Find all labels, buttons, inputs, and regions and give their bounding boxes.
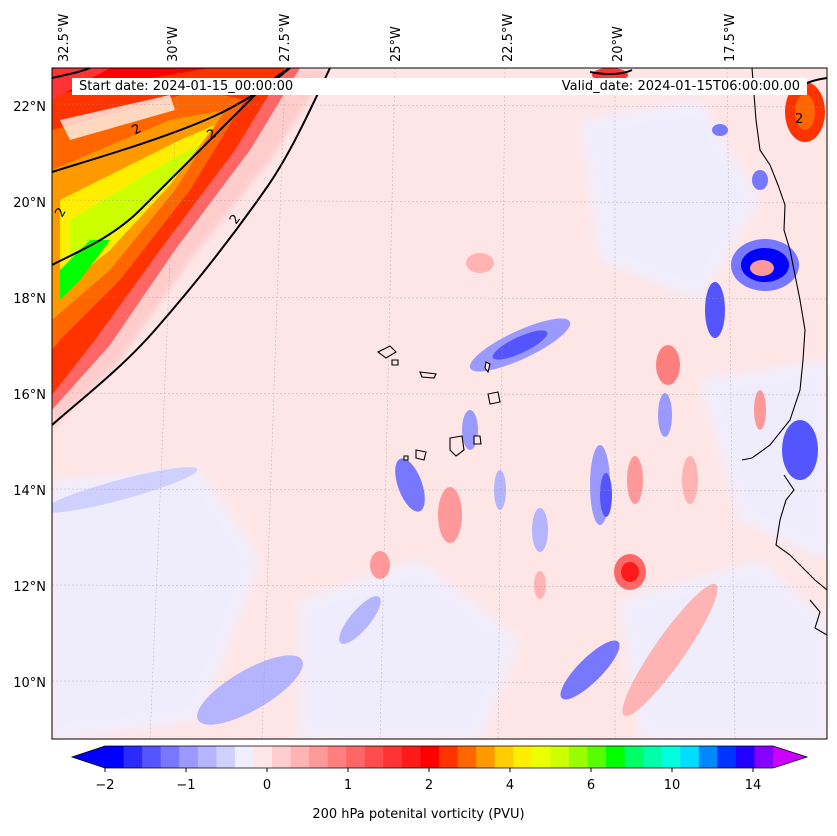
svg-text:10: 10 (664, 778, 681, 793)
colorbar-cell (531, 746, 551, 768)
colorbar-cell (309, 746, 329, 768)
svg-text:1: 1 (344, 778, 352, 793)
colorbar-cell (717, 746, 737, 768)
svg-text:2: 2 (425, 778, 433, 793)
svg-text:32.5°W: 32.5°W (57, 14, 72, 62)
colorbar-cell (735, 746, 755, 768)
colorbar-cell (123, 746, 143, 768)
svg-text:16°N: 16°N (13, 388, 46, 403)
colorbar-cell (568, 746, 588, 768)
colorbar-cell (643, 746, 663, 768)
coastline (741, 68, 827, 636)
svg-text:17.5°W: 17.5°W (723, 14, 738, 62)
colorbar-cell (142, 746, 162, 768)
colorbar-cell (290, 746, 310, 768)
svg-text:25°W: 25°W (389, 26, 404, 62)
colorbar-cell (457, 746, 477, 768)
colorbar-cell (513, 746, 533, 768)
svg-text:2: 2 (795, 112, 803, 127)
colorbar-cell (327, 746, 347, 768)
colorbar: −2 −1 0 1 2 4 6 10 14 (70, 745, 809, 793)
colorbar-cell (253, 746, 273, 768)
date-banner: Start date: 2024-01-15_00:00:00 Valid_da… (72, 78, 807, 95)
colorbar-label: 200 hPa potenital vorticity (PVU) (312, 807, 525, 822)
positive-pv-features (370, 68, 825, 717)
colorbar-cell (364, 746, 384, 768)
colorbar-cell (197, 746, 217, 768)
colorbar-cell (346, 746, 366, 768)
svg-text:6: 6 (587, 778, 595, 793)
jet-band (52, 68, 330, 430)
svg-text:20°N: 20°N (13, 196, 46, 211)
plot-frame (51, 67, 828, 740)
colorbar-cell (754, 746, 774, 768)
colorbar-cell (624, 746, 644, 768)
svg-text:0: 0 (263, 778, 271, 793)
colorbar-under-arrow (72, 746, 105, 768)
svg-text:14: 14 (745, 778, 762, 793)
latitude-labels: 22°N 20°N 18°N 16°N 14°N 12°N 10°N (13, 100, 46, 691)
colorbar-cell (160, 746, 180, 768)
colorbar-cell (401, 746, 421, 768)
svg-text:−2: −2 (95, 778, 114, 793)
valid-date: Valid_date: 2024-01-15T06:00:00.00 (561, 79, 800, 94)
graticule (52, 68, 827, 739)
colorbar-cell (383, 746, 403, 768)
longitude-labels: 32.5°W 30°W 27.5°W 25°W 22.5°W 20°W 17.5… (57, 14, 738, 62)
colorbar-cell (420, 746, 440, 768)
colorbar-tick-labels: −2 −1 0 1 2 4 6 10 14 (95, 778, 761, 793)
colorbar-cell (234, 746, 254, 768)
svg-text:20°W: 20°W (611, 26, 626, 62)
colorbar-cell (476, 746, 496, 768)
svg-text:12°N: 12°N (13, 580, 46, 595)
negative-pv-features (52, 124, 818, 725)
colorbar-cells (105, 746, 774, 768)
colorbar-cell (698, 746, 718, 768)
colorbar-cell (105, 746, 125, 768)
colorbar-cell (661, 746, 681, 768)
pv-field: 2 2 2 2 2 (52, 68, 827, 739)
svg-text:18°N: 18°N (13, 292, 46, 307)
svg-text:−1: −1 (176, 778, 195, 793)
svg-text:27.5°W: 27.5°W (278, 14, 293, 62)
svg-text:30°W: 30°W (166, 26, 181, 62)
colorbar-cell (550, 746, 570, 768)
colorbar-cell (606, 746, 626, 768)
colorbar-cell (179, 746, 199, 768)
svg-text:10°N: 10°N (13, 676, 46, 691)
svg-text:14°N: 14°N (13, 484, 46, 499)
start-date: Start date: 2024-01-15_00:00:00 (79, 79, 294, 94)
colorbar-cell (680, 746, 700, 768)
colorbar-cell (439, 746, 459, 768)
cape-verde-islands (376, 345, 501, 461)
svg-text:22.5°W: 22.5°W (501, 14, 516, 62)
colorbar-over-arrow (773, 746, 807, 768)
svg-text:22°N: 22°N (13, 100, 46, 115)
colorbar-cell (587, 746, 607, 768)
colorbar-cell (272, 746, 292, 768)
colorbar-cell (494, 746, 514, 768)
colorbar-cell (216, 746, 236, 768)
svg-text:4: 4 (506, 778, 514, 793)
